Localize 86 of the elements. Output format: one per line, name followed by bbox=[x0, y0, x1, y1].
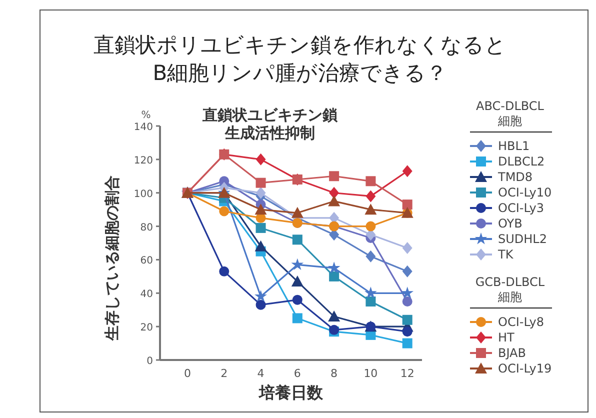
legend-title: GCB-DLBCL bbox=[475, 275, 545, 289]
point bbox=[366, 190, 376, 202]
point bbox=[401, 286, 414, 298]
legend-item: DLBCL2 bbox=[470, 154, 545, 168]
x-tick: 0 bbox=[184, 367, 191, 380]
point bbox=[219, 206, 230, 216]
legend-item: OCI-Ly10 bbox=[470, 186, 552, 200]
point bbox=[291, 258, 304, 270]
point bbox=[256, 153, 266, 166]
point bbox=[256, 222, 266, 233]
legend-title: ABC-DLBCL bbox=[476, 99, 544, 113]
point bbox=[366, 176, 376, 186]
point bbox=[402, 314, 412, 325]
y-tick: 120 bbox=[134, 155, 153, 166]
ylabel: 生存している細胞の割合 bbox=[103, 176, 121, 340]
point bbox=[292, 234, 302, 245]
legend-label: BJAB bbox=[498, 346, 526, 360]
point bbox=[292, 294, 302, 305]
legend-label: OYB bbox=[498, 216, 522, 230]
point bbox=[328, 310, 340, 322]
x-tick: 12 bbox=[400, 367, 414, 380]
x-tick: 6 bbox=[294, 367, 301, 380]
legend-label: TMD8 bbox=[497, 170, 533, 184]
legend-label: SUDHL2 bbox=[498, 232, 547, 246]
legend-title: 細胞 bbox=[498, 290, 522, 304]
x-tick: 10 bbox=[364, 367, 378, 380]
legend-title: 細胞 bbox=[498, 114, 522, 128]
point bbox=[219, 266, 230, 276]
y-tick: 40 bbox=[140, 289, 153, 300]
xlabel: 培養日数 bbox=[259, 383, 323, 402]
y-tick: 0 bbox=[146, 356, 153, 367]
legend-label: OCI-Ly19 bbox=[498, 362, 552, 376]
point bbox=[328, 195, 340, 206]
legend-item: BJAB bbox=[470, 346, 526, 360]
legend-item: TMD8 bbox=[470, 170, 533, 184]
point bbox=[254, 240, 267, 252]
legend-item: OCI-Ly8 bbox=[470, 315, 544, 329]
legend-item: TK bbox=[470, 248, 514, 262]
point bbox=[402, 165, 412, 178]
y-tick: 20 bbox=[140, 322, 153, 334]
point bbox=[366, 296, 376, 306]
point bbox=[254, 290, 267, 302]
legend-item: HBL1 bbox=[470, 139, 530, 153]
x-tick: 8 bbox=[330, 367, 338, 380]
title: 直鎖状ポリユビキチン鎖を作れなくなると bbox=[94, 33, 506, 57]
legend-item: OYB bbox=[470, 216, 522, 230]
y-tick: 140 bbox=[134, 122, 153, 133]
legend-label: HBL1 bbox=[498, 139, 530, 153]
point bbox=[402, 296, 412, 306]
x-tick: 2 bbox=[220, 367, 228, 380]
point bbox=[364, 286, 377, 298]
point bbox=[402, 265, 412, 278]
y-tick: 60 bbox=[140, 256, 153, 267]
point bbox=[256, 300, 266, 310]
subtitle: 直鎖状ユビキチン鎖生成活性抑制 bbox=[202, 106, 338, 142]
point bbox=[291, 275, 304, 286]
point bbox=[329, 171, 340, 182]
point bbox=[254, 204, 267, 215]
y-tick: 100 bbox=[134, 188, 153, 200]
legend-label: OCI-Ly3 bbox=[498, 201, 544, 215]
legend-label: HT bbox=[498, 330, 516, 344]
point bbox=[256, 178, 266, 188]
point bbox=[329, 186, 340, 199]
point bbox=[402, 242, 412, 254]
point bbox=[366, 250, 376, 262]
point bbox=[402, 200, 412, 210]
legend-label: OCI-Ly8 bbox=[498, 315, 544, 329]
point bbox=[256, 186, 266, 199]
legend-item: SUDHL2 bbox=[470, 232, 547, 246]
point bbox=[402, 338, 412, 348]
point bbox=[366, 221, 376, 232]
title: B細胞リンパ腫が治療できる？ bbox=[152, 61, 448, 85]
point bbox=[292, 313, 302, 324]
annotation: % bbox=[141, 110, 151, 121]
point bbox=[402, 326, 412, 337]
legend-label: DLBCL2 bbox=[498, 154, 545, 168]
point bbox=[328, 262, 340, 274]
legend-item: HT bbox=[470, 330, 514, 344]
x-tick: 4 bbox=[257, 367, 264, 380]
legend-label: TK bbox=[497, 248, 514, 262]
legend-item: OCI-Ly19 bbox=[470, 362, 552, 376]
point bbox=[329, 271, 340, 282]
y-tick: 80 bbox=[140, 222, 153, 234]
legend-item: OCI-Ly3 bbox=[470, 201, 544, 215]
legend-label: OCI-Ly10 bbox=[498, 186, 552, 200]
point bbox=[364, 204, 377, 215]
